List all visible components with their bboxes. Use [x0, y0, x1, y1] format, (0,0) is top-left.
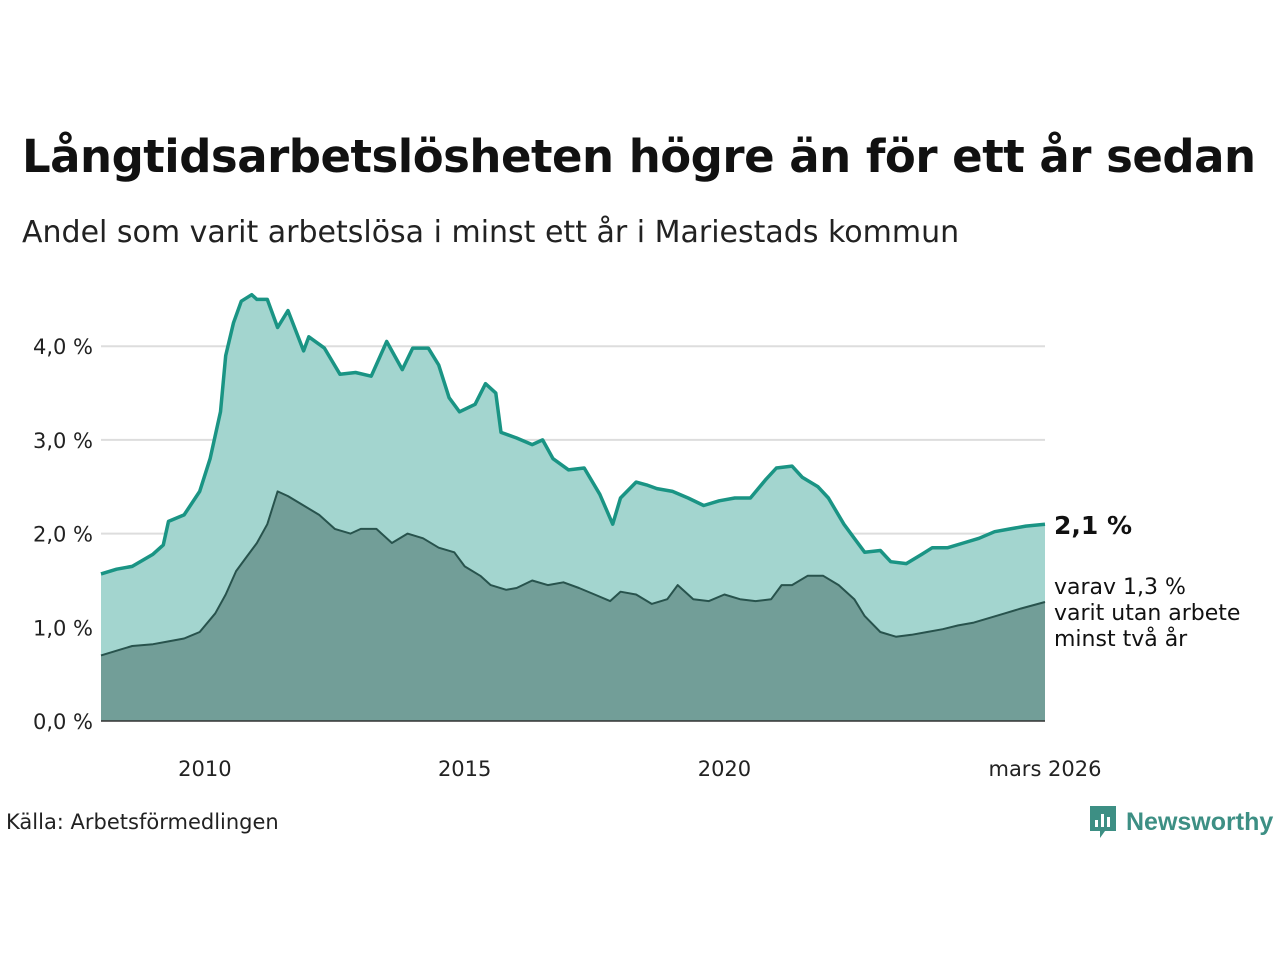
annotation-latest-value: 2,1 %	[1054, 511, 1132, 540]
newsworthy-logo: Newsworthy	[1088, 804, 1273, 840]
newsworthy-logo-icon	[1090, 806, 1116, 838]
y-tick-label: 4,0 %	[33, 335, 93, 359]
chart-subtitle: Andel som varit arbetslösa i minst ett å…	[22, 215, 960, 250]
x-tick-label: 2015	[438, 757, 491, 781]
x-tick-label: 2010	[178, 757, 231, 781]
area-series-2yr	[101, 491, 1045, 721]
y-axis-ticks: 0,0 % 1,0 % 2,0 % 3,0 % 4,0 %	[33, 335, 93, 734]
y-tick-label: 0,0 %	[33, 710, 93, 734]
annotation-sub-value: varav 1,3 %	[1054, 575, 1186, 600]
line-series-1yr	[100, 292, 1046, 576]
newsworthy-logo-text: Newsworthy	[1126, 807, 1274, 836]
x-axis-ticks: 2010 2015 2020 mars 2026	[178, 757, 1101, 781]
y-tick-label: 1,0 %	[33, 616, 93, 640]
line-series-2yr	[100, 490, 1046, 657]
chart-title: Långtidsarbetslösheten högre än för ett …	[22, 130, 1256, 183]
annotation-sub-line2: varit utan arbete	[1054, 601, 1240, 626]
annotation-sub-line3: minst två år	[1054, 626, 1188, 652]
source-note: Källa: Arbetsförmedlingen	[6, 810, 279, 834]
x-tick-label: 2020	[698, 757, 751, 781]
y-tick-label: 3,0 %	[33, 429, 93, 453]
y-tick-label: 2,0 %	[33, 523, 93, 547]
x-tick-label: mars 2026	[988, 757, 1101, 781]
